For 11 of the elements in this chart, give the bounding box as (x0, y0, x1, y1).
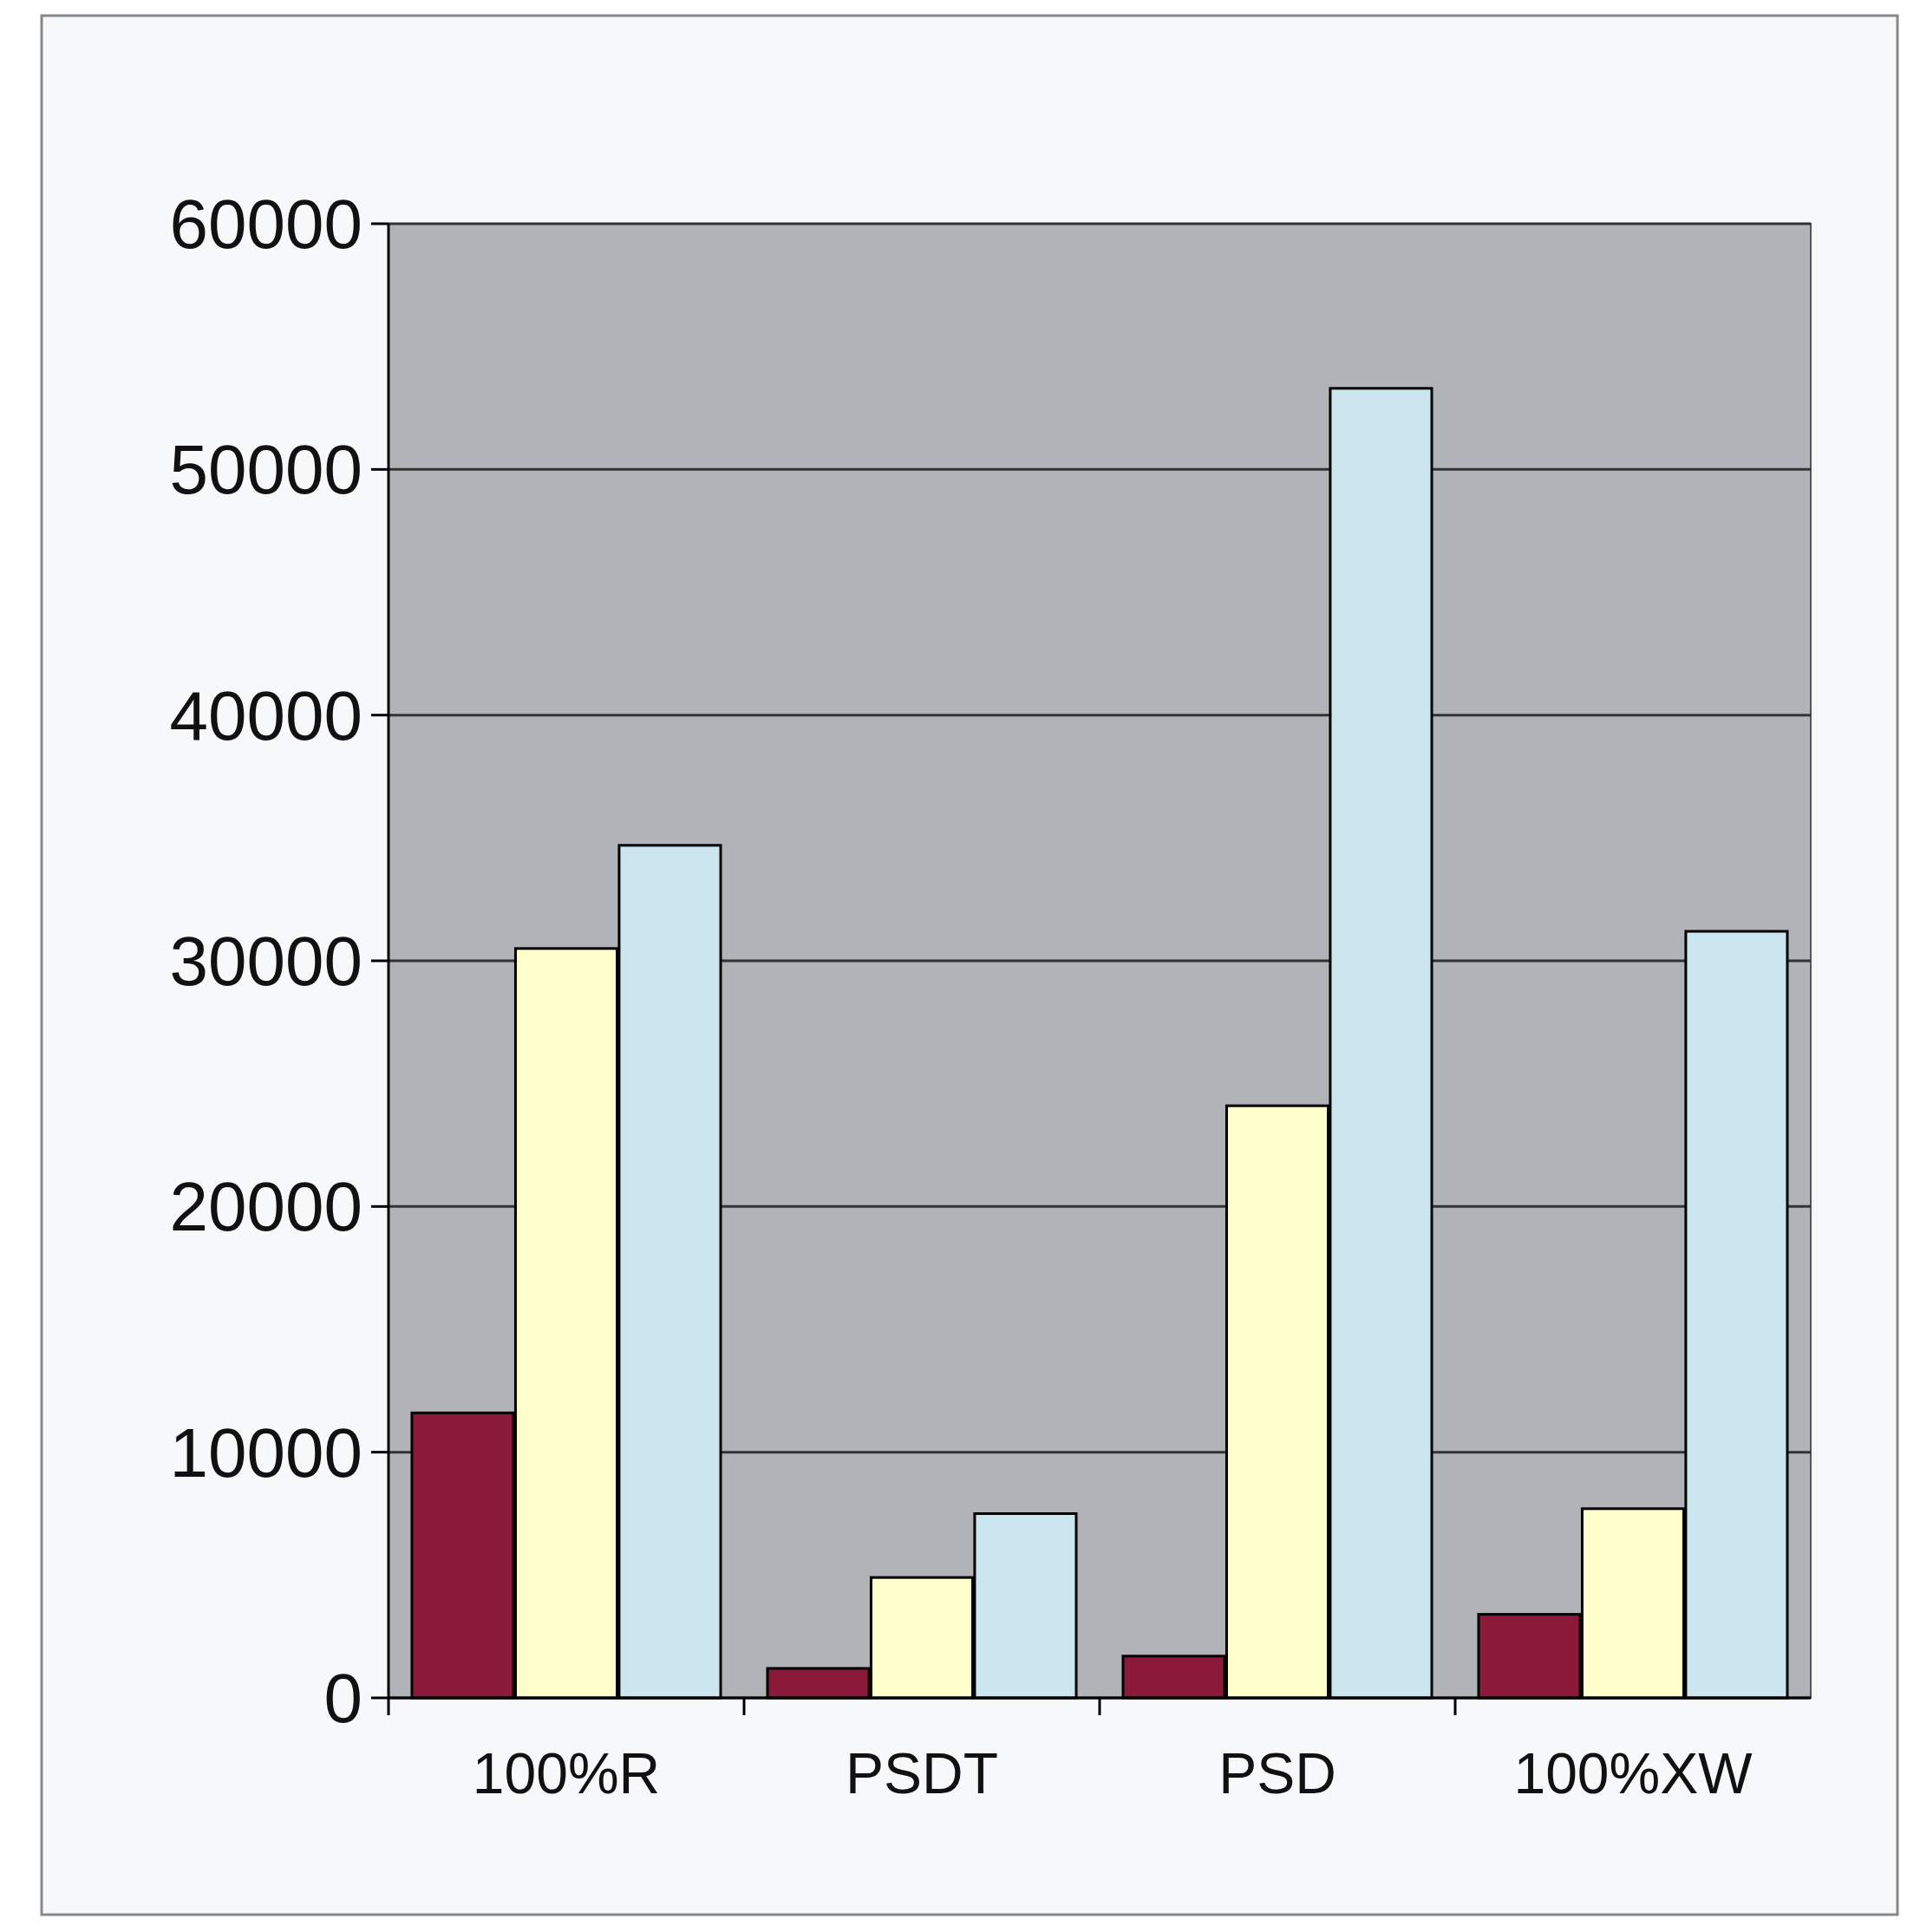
y-tick-label: 20000 (169, 1168, 362, 1246)
x-tick-label: 100%XW (1513, 1741, 1753, 1805)
y-tick-label: 40000 (169, 676, 362, 754)
x-tick-label: PSDT (845, 1741, 999, 1805)
y-tick-label: 30000 (169, 923, 362, 1000)
x-tick-label: PSD (1218, 1741, 1336, 1805)
x-tick-label: 100%R (472, 1741, 661, 1805)
y-tick-label: 60000 (169, 186, 362, 263)
y-tick-label: 50000 (169, 431, 362, 509)
y-tick-label: 0 (323, 1660, 362, 1737)
y-tick-label: 10000 (169, 1413, 362, 1491)
